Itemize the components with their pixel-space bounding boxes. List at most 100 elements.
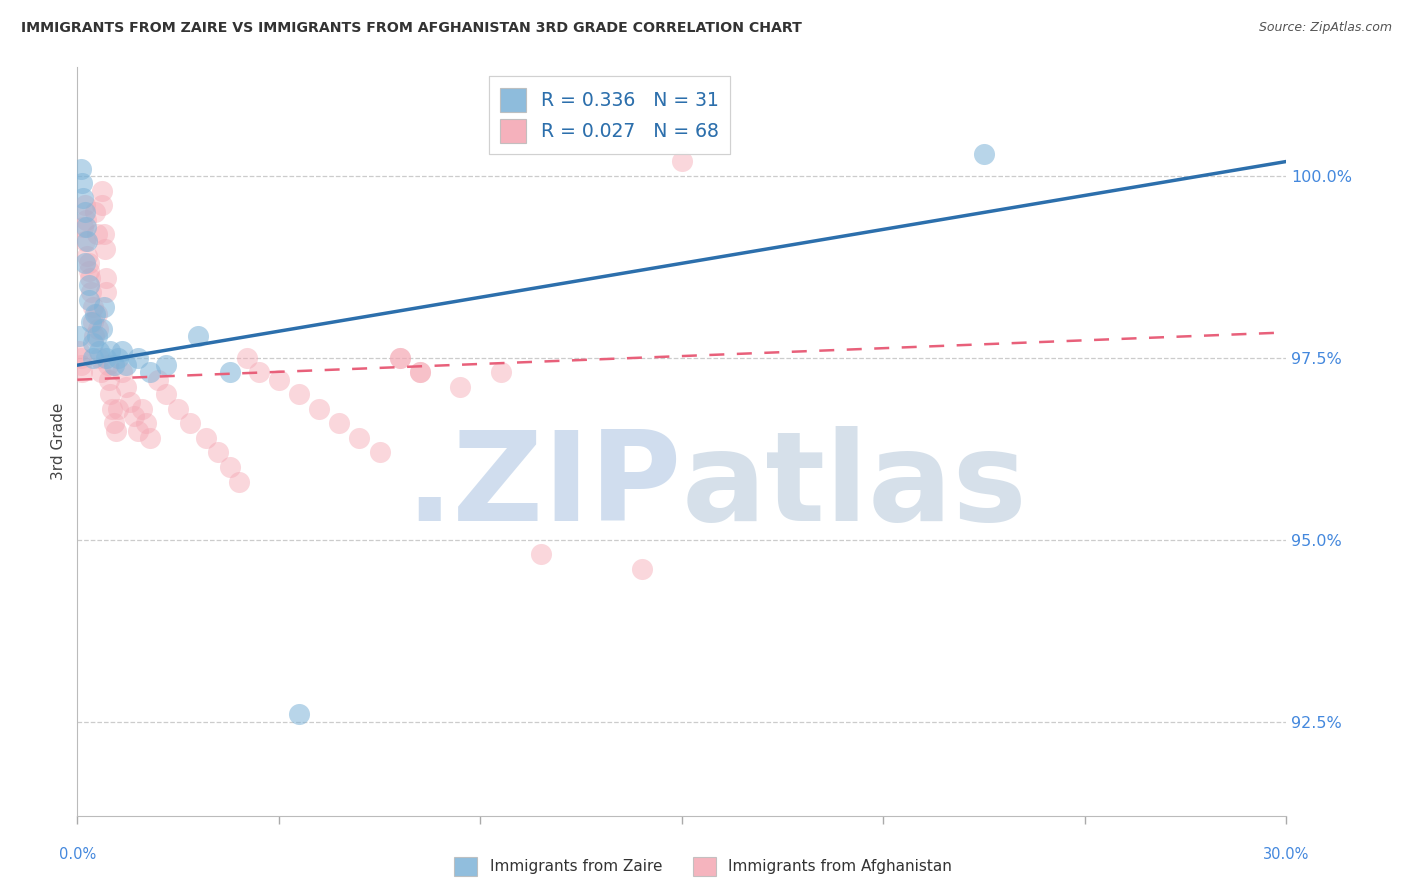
Point <box>82 336 104 351</box>
Point <box>73 205 96 219</box>
Point <box>72 219 94 234</box>
Point <box>219 460 242 475</box>
Point <box>127 351 149 365</box>
Point <box>93 242 115 256</box>
Point <box>107 401 129 416</box>
Point <box>98 387 121 401</box>
Point <box>368 445 391 459</box>
Point <box>114 358 136 372</box>
Point <box>179 417 201 431</box>
Point <box>82 300 104 314</box>
Point <box>267 373 290 387</box>
Point <box>67 343 90 358</box>
Point <box>131 401 153 416</box>
Point <box>146 373 169 387</box>
Point <box>70 351 93 365</box>
Point <box>409 366 432 380</box>
Point <box>77 278 100 293</box>
Point <box>630 562 652 576</box>
Point <box>308 401 330 416</box>
Point <box>187 329 209 343</box>
Point <box>155 387 177 401</box>
Point <box>155 358 177 372</box>
Point <box>207 445 229 459</box>
Text: Source: ZipAtlas.com: Source: ZipAtlas.com <box>1258 21 1392 34</box>
Point <box>94 271 117 285</box>
Point <box>70 176 93 190</box>
Point <box>127 424 149 438</box>
Point <box>75 256 97 270</box>
Point <box>388 351 411 365</box>
Point <box>80 285 103 300</box>
Point <box>530 547 553 561</box>
Point <box>489 366 512 380</box>
Point <box>228 475 250 489</box>
Point <box>79 293 101 307</box>
Point <box>111 366 134 380</box>
Y-axis label: 3rd Grade: 3rd Grade <box>51 403 66 480</box>
Point <box>195 431 218 445</box>
Point <box>90 322 112 336</box>
Point <box>86 329 108 343</box>
Legend: R = 0.336   N = 31, R = 0.027   N = 68: R = 0.336 N = 31, R = 0.027 N = 68 <box>488 77 730 154</box>
Point <box>82 314 104 328</box>
Point <box>90 184 112 198</box>
Point <box>122 409 145 423</box>
Text: 30.0%: 30.0% <box>1264 847 1309 862</box>
Point <box>118 394 141 409</box>
Point <box>409 366 432 380</box>
Point <box>79 256 101 270</box>
Point <box>288 387 311 401</box>
Point <box>107 351 129 365</box>
Point <box>84 307 107 321</box>
Point <box>86 307 108 321</box>
Point <box>135 417 157 431</box>
Point <box>96 358 118 372</box>
Point <box>103 417 125 431</box>
Point <box>75 198 97 212</box>
Point <box>79 271 101 285</box>
Point <box>87 322 110 336</box>
Point <box>91 198 114 212</box>
Point <box>139 366 162 380</box>
Point <box>75 212 97 227</box>
Legend: Immigrants from Zaire, Immigrants from Afghanistan: Immigrants from Zaire, Immigrants from A… <box>449 851 957 881</box>
Point <box>671 154 693 169</box>
Point <box>72 191 94 205</box>
Text: .ZIP: .ZIP <box>406 426 682 547</box>
Point <box>96 285 118 300</box>
Point <box>84 205 107 219</box>
Point <box>94 351 117 365</box>
Point <box>70 161 93 176</box>
Point <box>973 147 995 161</box>
Point <box>76 249 98 263</box>
Point <box>97 373 120 387</box>
Point <box>167 401 190 416</box>
Point <box>83 329 105 343</box>
Point <box>103 358 125 372</box>
Point <box>80 314 103 328</box>
Point <box>75 219 97 234</box>
Point <box>114 380 136 394</box>
Point <box>69 358 91 372</box>
Point <box>90 366 112 380</box>
Point <box>89 343 111 358</box>
Point <box>111 343 134 358</box>
Point <box>89 351 111 365</box>
Point <box>93 300 115 314</box>
Point <box>288 707 311 722</box>
Point <box>388 351 411 365</box>
Point <box>77 263 100 277</box>
Point <box>328 417 350 431</box>
Point <box>247 366 270 380</box>
Point <box>86 227 108 242</box>
Point <box>139 431 162 445</box>
Point <box>93 227 115 242</box>
Point <box>349 431 371 445</box>
Point <box>235 351 257 365</box>
Point <box>82 351 104 365</box>
Point <box>70 366 93 380</box>
Point <box>67 329 90 343</box>
Point <box>76 235 98 249</box>
Point <box>219 366 242 380</box>
